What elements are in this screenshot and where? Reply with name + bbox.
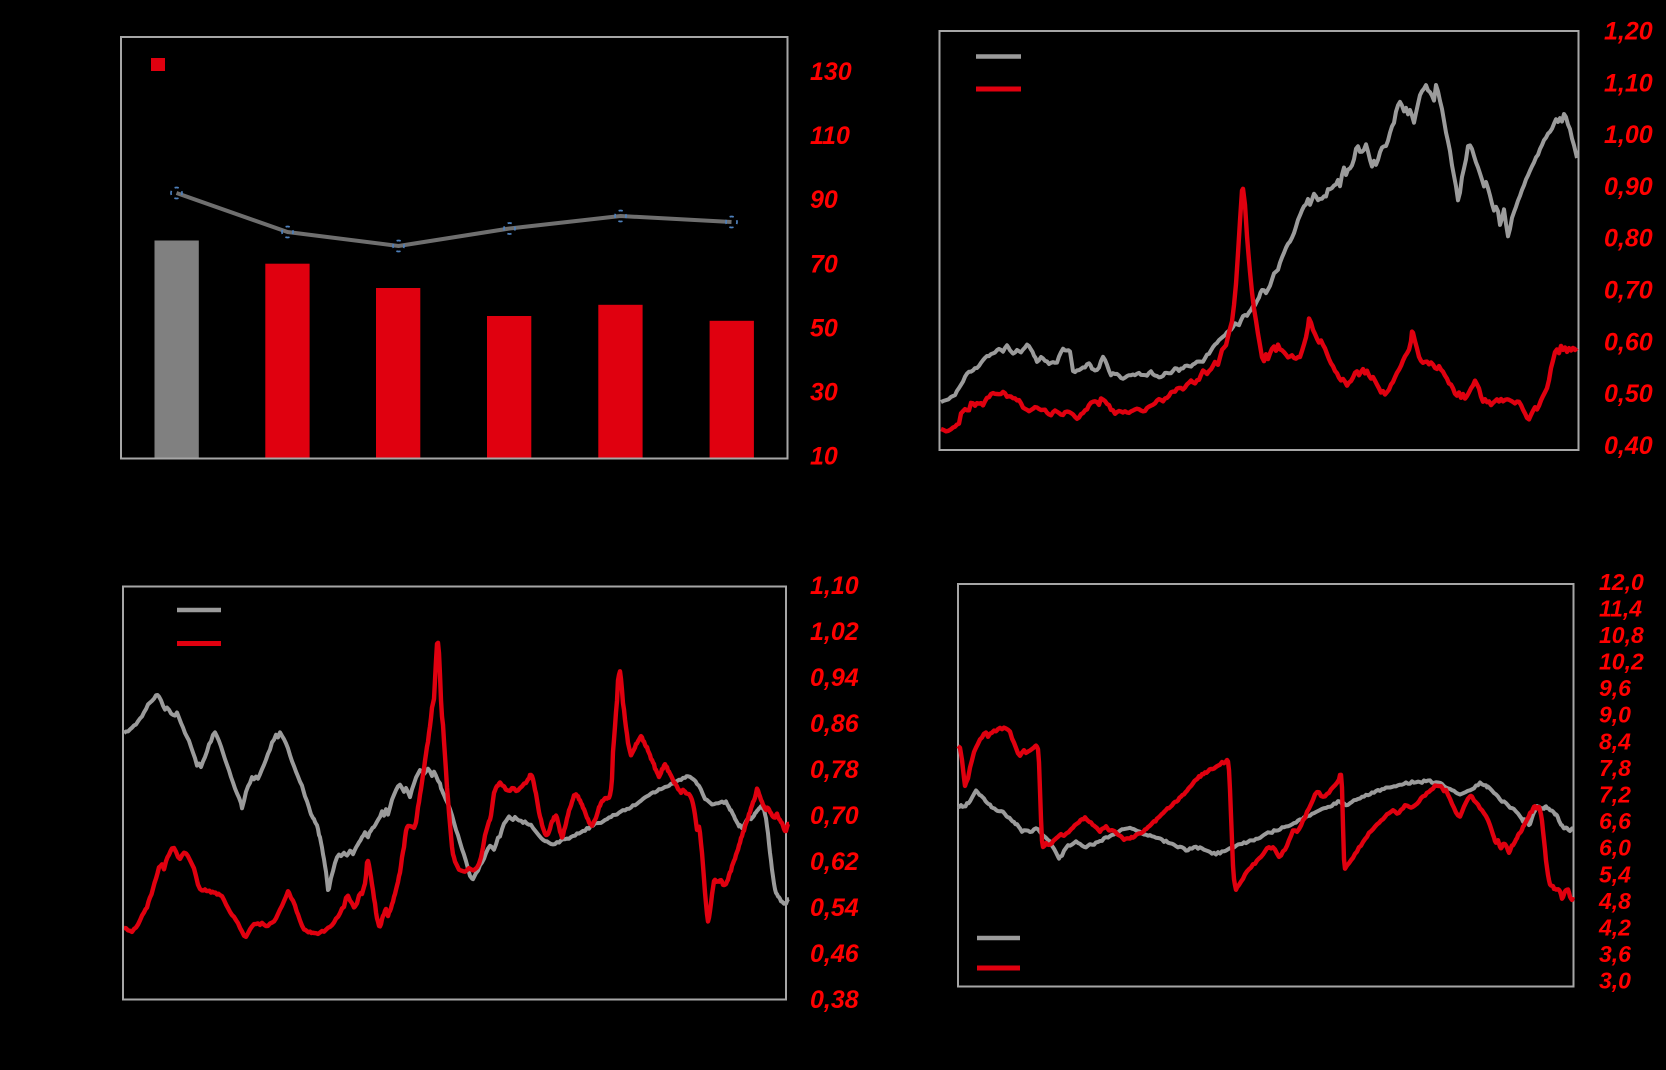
- svg-text:0,80: 0,80: [1604, 225, 1653, 253]
- svg-text:7,2: 7,2: [1599, 782, 1631, 808]
- svg-text:0,60: 0,60: [1604, 328, 1653, 356]
- svg-text:4,8: 4,8: [1598, 888, 1631, 914]
- svg-text:10: 10: [810, 443, 838, 471]
- svg-text:8,4: 8,4: [1599, 728, 1631, 754]
- svg-text:3,0: 3,0: [1599, 968, 1631, 994]
- svg-text:1,02: 1,02: [810, 618, 859, 646]
- svg-text:4,2: 4,2: [1598, 915, 1631, 941]
- svg-text:1,10: 1,10: [1604, 69, 1653, 97]
- svg-text:1,10: 1,10: [810, 572, 859, 600]
- svg-text:0,70: 0,70: [810, 802, 859, 830]
- svg-text:11,4: 11,4: [1599, 595, 1642, 621]
- svg-text:0,90: 0,90: [1604, 173, 1653, 201]
- svg-text:6,6: 6,6: [1599, 808, 1631, 834]
- svg-text:0,54: 0,54: [810, 894, 859, 922]
- svg-text:90: 90: [810, 186, 838, 214]
- svg-text:0,86: 0,86: [810, 710, 860, 738]
- svg-text:130: 130: [810, 58, 852, 86]
- svg-text:30: 30: [810, 378, 838, 406]
- svg-text:0,40: 0,40: [1604, 432, 1653, 460]
- svg-text:9,0: 9,0: [1599, 702, 1631, 728]
- svg-text:0,38: 0,38: [810, 986, 859, 1014]
- svg-text:10,8: 10,8: [1599, 622, 1644, 648]
- svg-text:12,0: 12,0: [1599, 569, 1644, 595]
- svg-text:0,70: 0,70: [1604, 277, 1653, 305]
- svg-text:10,2: 10,2: [1599, 649, 1644, 675]
- svg-text:50: 50: [810, 314, 838, 342]
- svg-text:0,50: 0,50: [1604, 380, 1653, 408]
- svg-text:110: 110: [810, 122, 850, 150]
- svg-text:0,94: 0,94: [810, 664, 859, 692]
- svg-text:0,46: 0,46: [810, 940, 860, 968]
- svg-text:1,00: 1,00: [1604, 121, 1653, 149]
- svg-text:0,78: 0,78: [810, 756, 859, 784]
- svg-text:70: 70: [810, 250, 838, 278]
- svg-text:5,4: 5,4: [1599, 861, 1631, 887]
- svg-text:3,6: 3,6: [1599, 941, 1631, 967]
- svg-text:0,62: 0,62: [810, 848, 859, 876]
- svg-text:6,0: 6,0: [1599, 835, 1631, 861]
- svg-text:1,20: 1,20: [1604, 18, 1653, 46]
- svg-text:9,6: 9,6: [1599, 675, 1631, 701]
- svg-text:7,8: 7,8: [1599, 755, 1631, 781]
